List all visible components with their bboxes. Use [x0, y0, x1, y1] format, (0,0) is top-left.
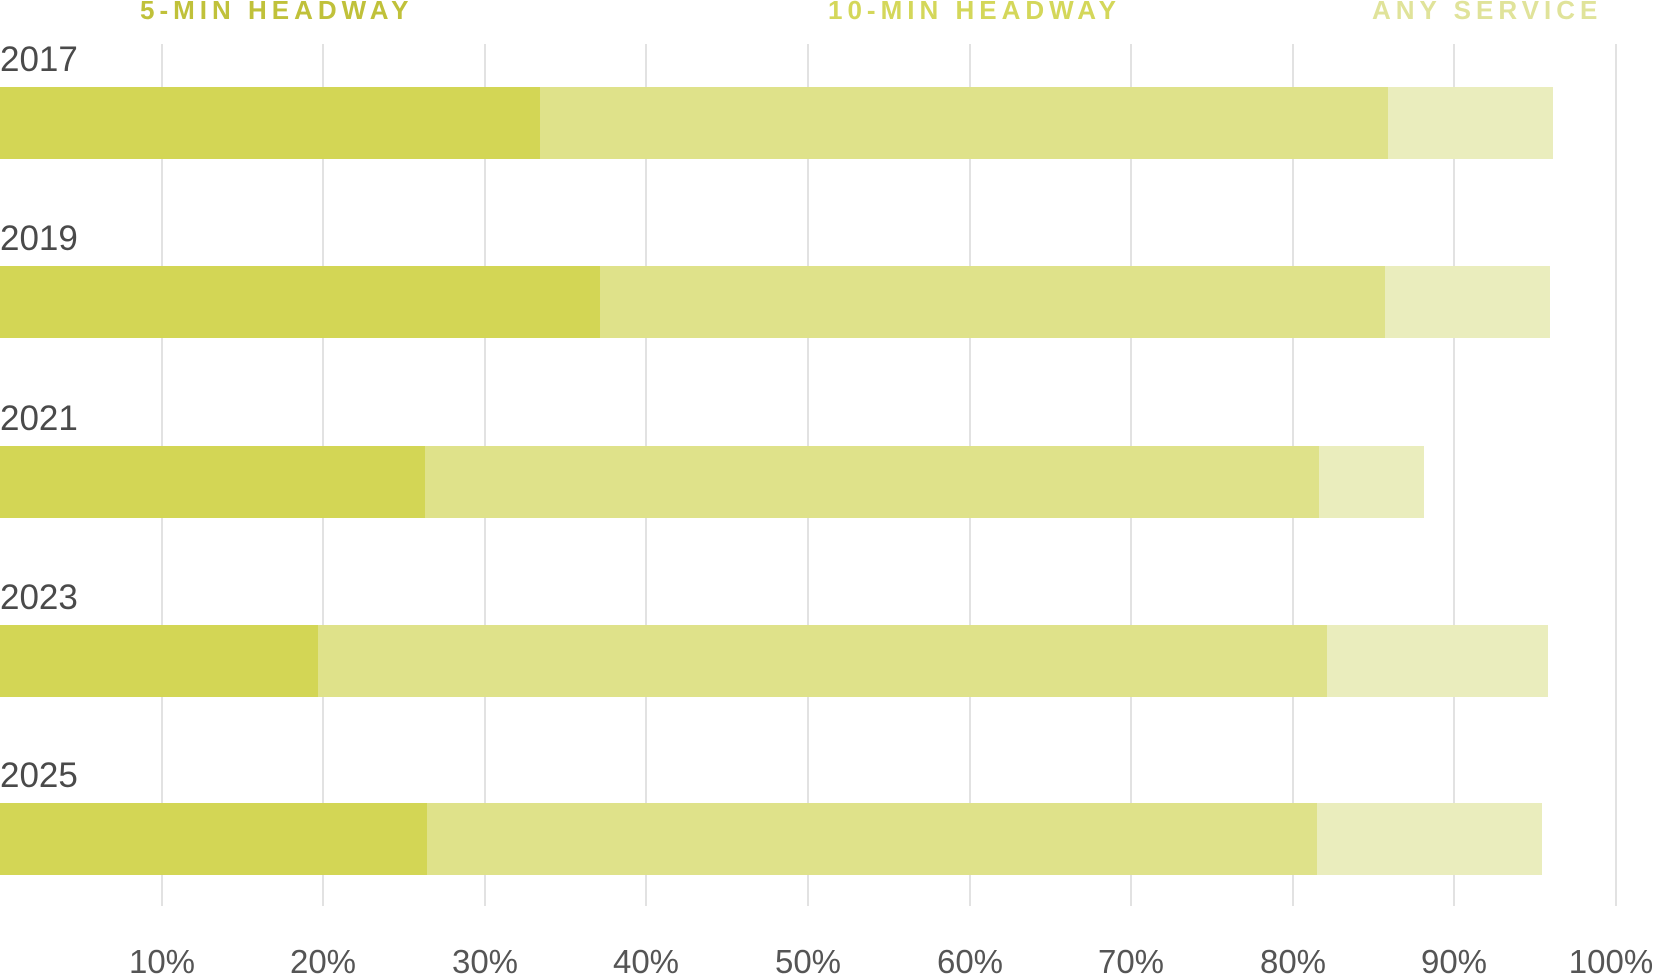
year-label: 2023 — [0, 578, 78, 617]
bar-2017 — [0, 87, 1553, 159]
year-label: 2025 — [0, 756, 78, 795]
bar-2019 — [0, 266, 1550, 338]
year-label: 2017 — [0, 40, 78, 79]
year-label: 2019 — [0, 219, 78, 258]
legend-item-5-min-headway: 5-MIN HEADWAY — [140, 0, 414, 25]
bar-segment-5-min-headway — [0, 446, 425, 518]
legend-item-10-min-headway: 10-MIN HEADWAY — [828, 0, 1121, 25]
x-tick-label: 50% — [774, 943, 842, 980]
x-tick-label: 70% — [1097, 943, 1165, 980]
bar-2023 — [0, 625, 1548, 697]
gridline-100 — [1615, 44, 1617, 906]
bar-2025 — [0, 803, 1542, 875]
x-tick-label: 40% — [612, 943, 680, 980]
x-tick-label: 10% — [128, 943, 196, 980]
bar-segment-5-min-headway — [0, 803, 427, 875]
bar-segment-5-min-headway — [0, 87, 540, 159]
bar-2021 — [0, 446, 1424, 518]
x-tick-label: 30% — [451, 943, 519, 980]
x-tick-label: 90% — [1420, 943, 1488, 980]
x-tick-label: 80% — [1259, 943, 1327, 980]
legend-item-any-service: ANY SERVICE — [1372, 0, 1603, 25]
gridline-90 — [1453, 44, 1455, 906]
x-tick-label: 20% — [289, 943, 357, 980]
year-label: 2021 — [0, 399, 78, 438]
x-tick-label: 60% — [936, 943, 1004, 980]
bar-segment-5-min-headway — [0, 266, 600, 338]
x-tick-label: 100% — [1568, 943, 1654, 980]
bar-segment-5-min-headway — [0, 625, 318, 697]
